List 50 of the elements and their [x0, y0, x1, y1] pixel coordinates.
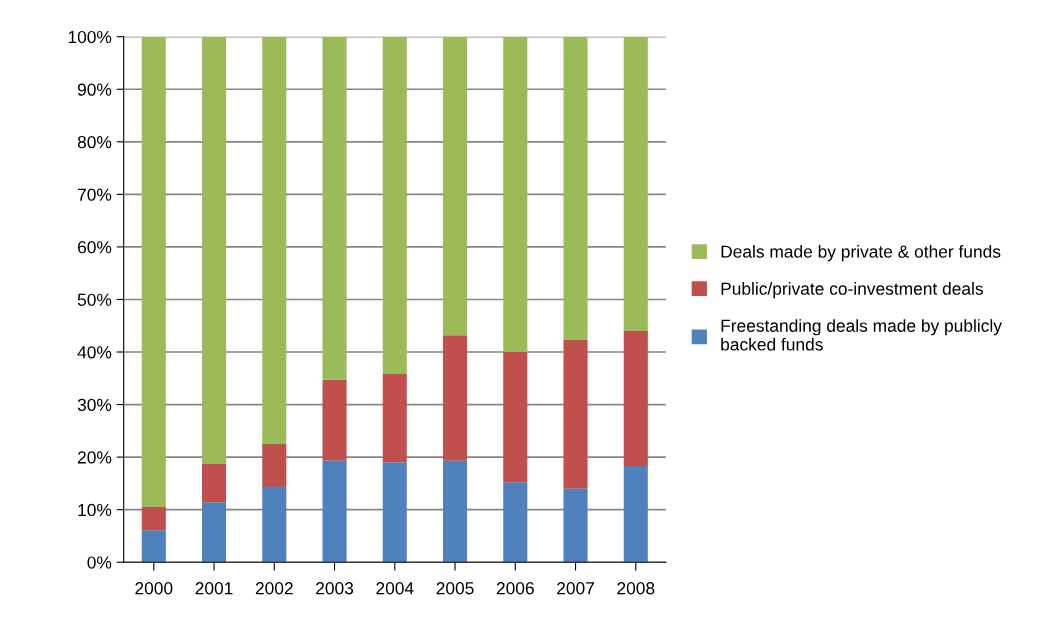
bar: [382, 374, 407, 463]
bar: [623, 330, 648, 467]
x-tick-label: 2001: [195, 582, 233, 595]
bar: [322, 379, 347, 461]
x-tick-label: 2002: [255, 582, 293, 595]
bar: [382, 462, 407, 563]
legend-label: Public/private co-investment deals: [721, 282, 983, 299]
bar: [563, 36, 588, 340]
bar: [382, 36, 407, 375]
y-tick-label: 40%: [77, 346, 112, 359]
bar: [442, 36, 468, 336]
bar: [201, 463, 227, 503]
x-tick-label: 2006: [496, 582, 534, 595]
x-tick-label: 2004: [376, 582, 414, 595]
y-tick-label: 70%: [78, 188, 112, 201]
x-tick-label: 2005: [436, 582, 474, 595]
y-tick-label: 10%: [78, 503, 112, 517]
y-tick-label: 90%: [77, 83, 112, 96]
bar: [442, 460, 468, 563]
bar: [623, 466, 648, 563]
y-tick-label: 0%: [87, 556, 112, 569]
bar: [503, 352, 528, 483]
bar: [442, 335, 468, 461]
legend-label: Freestanding deals made by publicly backed funds: [721, 319, 1002, 351]
bar: [201, 36, 227, 464]
bar: [201, 502, 227, 563]
x-tick-label: 2003: [316, 582, 354, 595]
y-tick-label: 80%: [77, 135, 112, 149]
y-tick-label: 20%: [77, 451, 112, 464]
bar: [141, 36, 166, 508]
bar: [563, 339, 588, 489]
bar: [322, 460, 347, 563]
bar: [141, 507, 166, 531]
bar: [503, 482, 528, 563]
bar: [262, 443, 287, 488]
bar: [503, 36, 528, 353]
x-tick-label: 2000: [135, 582, 173, 595]
bar: [262, 36, 287, 444]
y-tick-label: 60%: [78, 241, 112, 254]
legend-label: Deals made by private & other funds: [721, 245, 1001, 262]
y-tick-label: 100%: [68, 30, 112, 44]
bar: [141, 530, 166, 563]
y-tick-label: 50%: [77, 293, 112, 306]
bar: [623, 36, 648, 331]
y-tick-label: 30%: [77, 398, 112, 412]
bar: [262, 487, 287, 563]
x-tick-label: 2007: [557, 582, 594, 595]
bar: [563, 488, 588, 563]
bar: [322, 36, 347, 380]
x-tick-label: 2008: [617, 582, 655, 595]
